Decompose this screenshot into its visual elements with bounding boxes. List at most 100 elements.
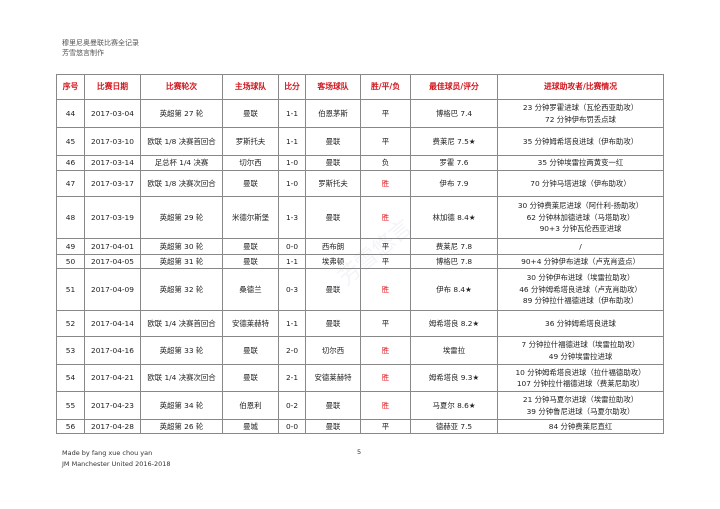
home-team: 曼联 bbox=[222, 254, 279, 269]
match-round: 英超第 30 轮 bbox=[140, 238, 223, 255]
match-result: 平 bbox=[360, 254, 411, 269]
match-number: 53 bbox=[56, 336, 85, 365]
away-team: 西布朗 bbox=[305, 238, 361, 255]
match-number: 48 bbox=[56, 196, 85, 239]
away-team: 埃弗顿 bbox=[305, 254, 361, 269]
match-result: 负 bbox=[360, 155, 411, 171]
best-player: 埃雷拉 bbox=[410, 336, 498, 365]
score: 1-3 bbox=[278, 196, 306, 239]
column-header: 主场球队 bbox=[222, 74, 279, 100]
home-team: 曼联 bbox=[222, 170, 279, 197]
match-events: 7 分钟拉什福德进球（埃雷拉助攻） 49 分钟埃雷拉进球 bbox=[497, 336, 664, 365]
event-line: 39 分钟鲁尼进球（马夏尔助攻） bbox=[526, 406, 635, 416]
table-row: 53 2017-04-16 英超第 33 轮曼联 2-0 切尔西胜埃雷拉 7 分钟拉什福德… bbox=[56, 336, 664, 365]
best-player: 德赫亚 7.5 bbox=[410, 419, 498, 434]
score: 2-0 bbox=[278, 336, 306, 365]
event-line: 46 分钟姆希塔良进球（卢克肖助攻） bbox=[519, 284, 642, 294]
home-team: 安德莱赫特 bbox=[222, 310, 279, 337]
column-header: 比分 bbox=[278, 74, 306, 100]
match-number: 46 bbox=[56, 155, 85, 171]
home-team: 米德尔斯堡 bbox=[222, 196, 279, 239]
away-team: 曼联 bbox=[305, 268, 361, 311]
column-header: 客场球队 bbox=[305, 74, 361, 100]
best-player: 伊布 7.9 bbox=[410, 170, 498, 197]
table-row: 50 2017-04-05 英超第 31 轮曼联 1-1 埃弗顿平博格巴 7.8 90+4… bbox=[56, 254, 664, 269]
event-line: 49 分钟埃雷拉进球 bbox=[548, 351, 613, 361]
match-events: 23 分钟罗霍进球（瓦伦西亚助攻） 72 分钟伊布罚丢点球 bbox=[497, 99, 664, 128]
table-row: 44 2017-03-04 英超第 27 轮曼联 1-1 伯恩茅斯平博格巴 7.4 23 … bbox=[56, 99, 664, 128]
match-result: 平 bbox=[360, 310, 411, 337]
score: 1-1 bbox=[278, 310, 306, 337]
score: 1-1 bbox=[278, 127, 306, 156]
footer-credit: Made by fang xue chou yan bbox=[62, 449, 153, 457]
document-header: 穆里尼奥曼联比赛全记录 芳雪悠言制作 bbox=[62, 38, 139, 58]
away-team: 罗斯托夫 bbox=[305, 170, 361, 197]
match-date: 2017-04-23 bbox=[84, 391, 141, 420]
event-line: 70 分钟马塔进球（伊布助攻） bbox=[530, 178, 631, 188]
match-number: 54 bbox=[56, 364, 85, 392]
match-number: 45 bbox=[56, 127, 85, 156]
table-row: 49 2017-04-01 英超第 30 轮曼联 0-0 西布朗平费莱尼 7.8 / bbox=[56, 238, 664, 255]
home-team: 曼联 bbox=[222, 336, 279, 365]
match-date: 2017-03-04 bbox=[84, 99, 141, 128]
table-row: 51 2017-04-09 英超第 32 轮桑德兰 0-3 曼联胜伊布 8.4★ 30 分… bbox=[56, 268, 664, 311]
match-number: 47 bbox=[56, 170, 85, 197]
document-title: 穆里尼奥曼联比赛全记录 bbox=[62, 39, 139, 47]
match-number: 44 bbox=[56, 99, 85, 128]
home-team: 曼联 bbox=[222, 99, 279, 128]
match-events: 35 分钟姆希塔良进球（伊布助攻） bbox=[497, 127, 664, 156]
event-line: 30 分钟伊布进球（埃雷拉助攻） bbox=[526, 273, 635, 283]
match-table: 序号 比赛日期 比赛轮次 主场球队 比分 客场球队 胜/平/负 最佳球员/评分 进球助攻者/比赛… bbox=[56, 74, 664, 434]
event-line: 72 分钟伊布罚丢点球 bbox=[545, 114, 616, 124]
match-number: 49 bbox=[56, 238, 85, 255]
score: 1-0 bbox=[278, 170, 306, 197]
table-row: 47 2017-03-17 欧联 1/8 决赛次回合 曼联 1-0 罗斯托夫胜伊布 7.9… bbox=[56, 170, 664, 197]
away-team: 曼联 bbox=[305, 391, 361, 420]
away-team: 曼联 bbox=[305, 419, 361, 434]
home-team: 曼联 bbox=[222, 364, 279, 392]
match-date: 2017-03-10 bbox=[84, 127, 141, 156]
event-line: 35 分钟埃雷拉两黄变一红 bbox=[537, 158, 624, 168]
away-team: 曼联 bbox=[305, 127, 361, 156]
home-team: 曼城 bbox=[222, 419, 279, 434]
score: 2-1 bbox=[278, 364, 306, 392]
best-player: 姆希塔良 8.2★ bbox=[410, 310, 498, 337]
score: 0-3 bbox=[278, 268, 306, 311]
footer: Made by fang xue chou yan JM Manchester … bbox=[62, 448, 171, 470]
footer-subtitle: JM Manchester United 2016-2018 bbox=[62, 460, 171, 468]
home-team: 罗斯托夫 bbox=[222, 127, 279, 156]
best-player: 林加德 8.4★ bbox=[410, 196, 498, 239]
table-row: 48 2017-03-19 英超第 29 轮米德尔斯堡 1-3 曼联胜林加德 8.4★ 3… bbox=[56, 196, 664, 239]
match-events: / bbox=[497, 238, 664, 255]
match-result: 胜 bbox=[360, 336, 411, 365]
match-round: 英超第 26 轮 bbox=[140, 419, 223, 434]
match-date: 2017-03-17 bbox=[84, 170, 141, 197]
match-round: 欧联 1/4 决赛首回合 bbox=[140, 310, 223, 337]
match-date: 2017-03-19 bbox=[84, 196, 141, 239]
best-player: 博格巴 7.4 bbox=[410, 99, 498, 128]
event-line: 89 分钟拉什福德进球（伊布助攻） bbox=[522, 296, 639, 306]
match-round: 欧联 1/4 决赛次回合 bbox=[140, 364, 223, 392]
best-player: 博格巴 7.8 bbox=[410, 254, 498, 269]
away-team: 伯恩茅斯 bbox=[305, 99, 361, 128]
match-date: 2017-04-28 bbox=[84, 419, 141, 434]
match-date: 2017-04-01 bbox=[84, 238, 141, 255]
best-player: 姆希塔良 9.3★ bbox=[410, 364, 498, 392]
score: 1-1 bbox=[278, 254, 306, 269]
match-date: 2017-04-21 bbox=[84, 364, 141, 392]
match-round: 英超第 31 轮 bbox=[140, 254, 223, 269]
column-header: 比赛日期 bbox=[84, 74, 141, 100]
match-date: 2017-04-14 bbox=[84, 310, 141, 337]
away-team: 曼联 bbox=[305, 196, 361, 239]
event-line: 36 分钟姆希塔良进球 bbox=[545, 318, 616, 328]
match-date: 2017-03-14 bbox=[84, 155, 141, 171]
match-round: 英超第 32 轮 bbox=[140, 268, 223, 311]
match-events: 30 分钟费莱尼进球（阿什利-扬助攻） 62 分钟林加德进球（马塔助攻） 90+3 … bbox=[497, 196, 664, 239]
match-result: 平 bbox=[360, 127, 411, 156]
best-player: 伊布 8.4★ bbox=[410, 268, 498, 311]
document-author: 芳雪悠言制作 bbox=[62, 49, 104, 57]
away-team: 曼联 bbox=[305, 310, 361, 337]
match-number: 52 bbox=[56, 310, 85, 337]
match-round: 欧联 1/8 决赛次回合 bbox=[140, 170, 223, 197]
score: 1-1 bbox=[278, 99, 306, 128]
